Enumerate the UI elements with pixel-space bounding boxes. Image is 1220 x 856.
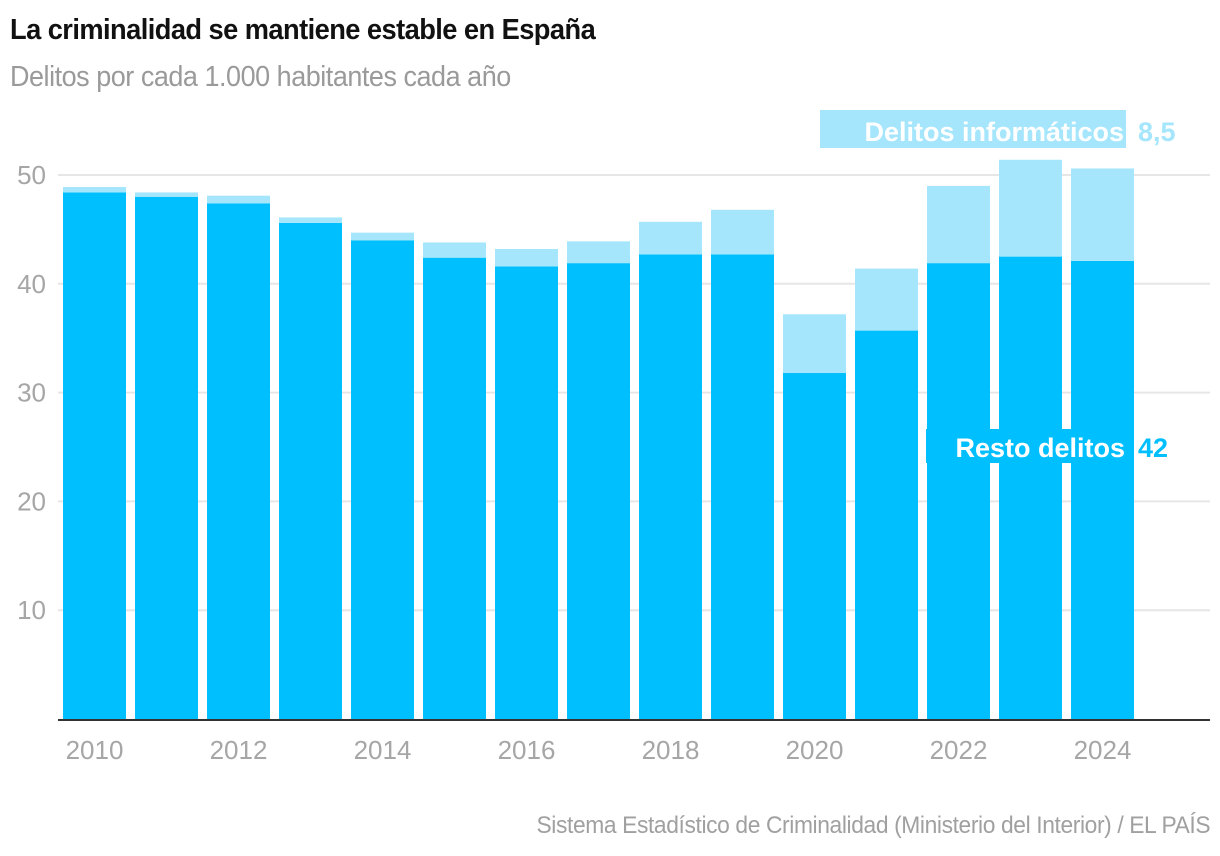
bar-resto-2011	[135, 196, 198, 719]
y-tick-label: 20	[17, 486, 46, 516]
bar-informaticos-2024	[1071, 168, 1134, 261]
x-axis-ticks: 2010 2012 2014 2016 2018 2020 2022 2024	[66, 735, 1132, 765]
x-tick-label: 2010	[66, 735, 124, 765]
bar-informaticos-2010	[63, 186, 126, 193]
x-tick-label: 2024	[1074, 735, 1132, 765]
x-tick-label: 2022	[930, 735, 988, 765]
series-labels: Delitos informáticos 8,5 Resto delitos 42	[820, 110, 1176, 463]
bar-informaticos-2021	[855, 268, 918, 331]
bar-informaticos-2012	[207, 195, 270, 204]
bar-resto-2016	[495, 266, 558, 719]
bar-resto-2024	[1071, 260, 1134, 719]
chart-subtitle: Delitos por cada 1.000 habitantes cada a…	[10, 61, 511, 93]
bar-resto-2012	[207, 203, 270, 720]
y-tick-label: 40	[17, 269, 46, 299]
label-resto: Resto delitos	[955, 433, 1125, 463]
value-informaticos: 8,5	[1138, 117, 1176, 147]
bar-informaticos-2011	[135, 192, 198, 197]
bar-resto-2020	[783, 373, 846, 719]
bar-resto-2018	[639, 254, 702, 719]
bar-resto-2017	[567, 263, 630, 719]
bar-informaticos-2017	[567, 241, 630, 264]
bar-informaticos-2016	[495, 248, 558, 267]
bar-informaticos-2013	[279, 217, 342, 223]
bar-informaticos-2022	[927, 185, 990, 264]
label-informaticos: Delitos informáticos	[864, 117, 1124, 147]
bar-informaticos-2015	[423, 242, 486, 258]
x-tick-label: 2018	[642, 735, 700, 765]
x-tick-label: 2014	[354, 735, 412, 765]
x-tick-label: 2012	[210, 735, 268, 765]
value-resto: 42	[1138, 433, 1168, 463]
source-credit: Sistema Estadístico de Criminalidad (Min…	[536, 812, 1210, 839]
bar-resto-2010	[63, 192, 126, 719]
bar-resto-2023	[999, 256, 1062, 719]
bar-resto-2022	[927, 263, 990, 719]
label-bg-informaticos	[820, 110, 1126, 148]
bar-informaticos-2020	[783, 314, 846, 374]
bar-informaticos-2014	[351, 232, 414, 241]
bar-resto-2014	[351, 240, 414, 719]
bar-resto-2013	[279, 222, 342, 719]
x-tick-label: 2016	[498, 735, 556, 765]
y-tick-label: 30	[17, 378, 46, 408]
bar-informaticos-2023	[999, 159, 1062, 257]
bar-resto-2021	[855, 330, 918, 719]
bar-informaticos-2019	[711, 209, 774, 255]
y-tick-label: 50	[17, 160, 46, 190]
bars	[63, 159, 1134, 720]
x-tick-label: 2020	[786, 735, 844, 765]
chart-title: La criminalidad se mantiene estable en E…	[10, 14, 596, 46]
y-tick-label: 10	[17, 595, 46, 625]
bar-informaticos-2018	[639, 221, 702, 255]
y-axis-ticks: 10 20 30 40 50	[17, 160, 46, 625]
bar-resto-2015	[423, 257, 486, 719]
label-bg-resto	[926, 429, 1134, 463]
bar-resto-2019	[711, 254, 774, 719]
